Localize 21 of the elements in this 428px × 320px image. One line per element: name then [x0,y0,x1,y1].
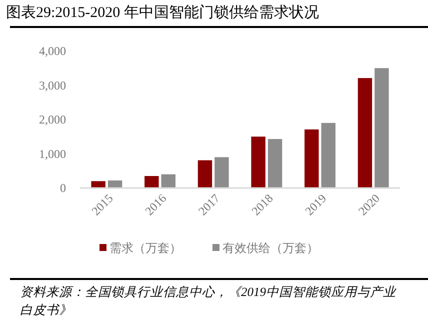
bar [91,181,106,188]
bar [304,129,319,188]
bar [321,122,336,188]
bar [144,176,159,188]
bar [214,157,229,188]
bar [161,174,176,188]
bar [108,180,122,188]
y-tick-label: 2,000 [39,112,66,127]
text: 资料来源：全国锁具行业信息中心，《2019中国智能锁应用与产业白皮书》 [20,285,397,317]
bar [268,139,282,188]
bar [358,78,372,188]
y-tick-label: 1,000 [39,146,66,161]
chart-title: 图表29:2015-2020 年中国智能门锁供给需求状况 [6,4,319,21]
bar [251,136,266,188]
y-tick-label: 4,000 [39,44,66,58]
bar [374,68,389,188]
legend-label: 有效供给（万套） [222,241,318,256]
legend-label: 需求（万套） [110,241,182,256]
y-tick-label: 3,000 [39,78,66,92]
bar [198,160,212,188]
y-tick-label: 0 [60,181,66,196]
